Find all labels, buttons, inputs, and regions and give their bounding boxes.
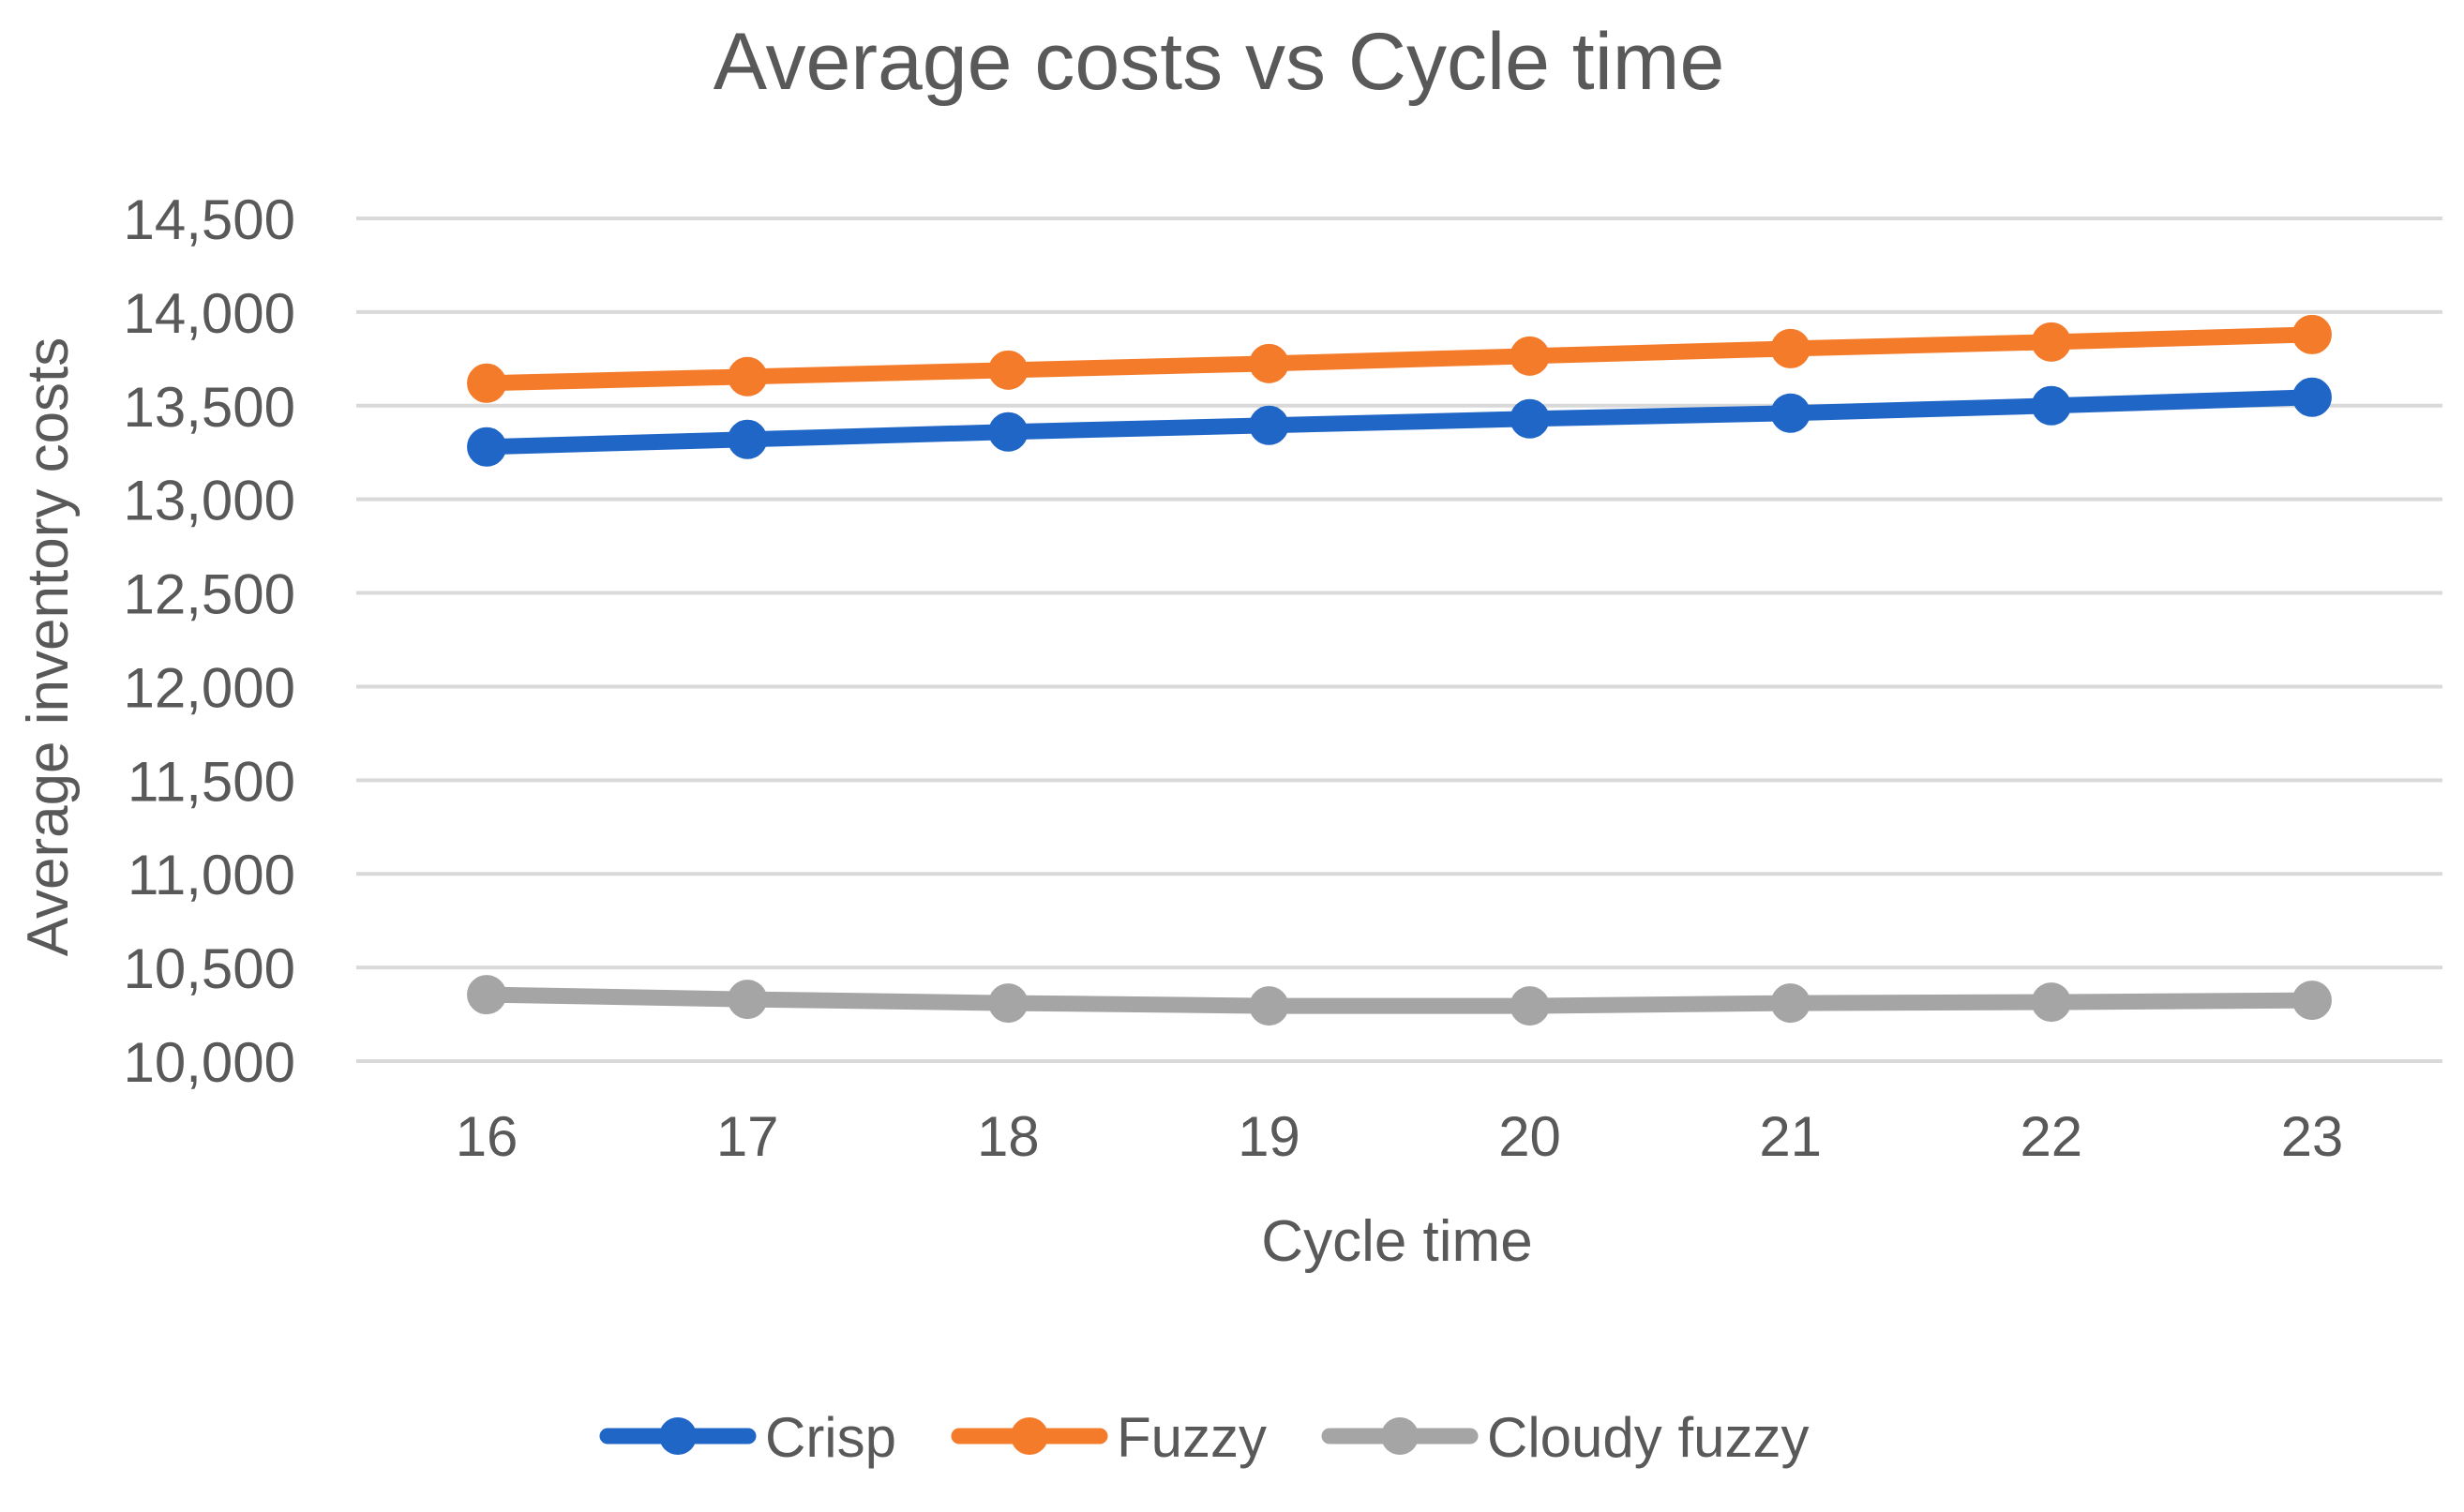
legend-item: Crisp <box>599 1406 896 1469</box>
y-tick-label: 13,000 <box>123 470 295 532</box>
data-point <box>467 427 507 467</box>
y-tick-label: 10,000 <box>123 1031 295 1094</box>
data-point <box>2031 982 2071 1023</box>
data-point <box>2291 314 2332 354</box>
legend: Crisp Fuzzy Cloudy fuzzy <box>599 1406 1809 1469</box>
data-point <box>728 356 768 397</box>
chart-title: Average costs vs Cycle time <box>714 17 1725 107</box>
series-crisp <box>467 377 2332 467</box>
legend-label: Cloudy fuzzy <box>1487 1406 1809 1469</box>
data-point <box>1249 405 1289 445</box>
x-tick-label: 20 <box>1498 1105 1561 1168</box>
y-tick-label: 11,000 <box>128 844 295 906</box>
x-axis-ticks: 16 17 18 19 20 21 22 23 <box>456 1105 2344 1168</box>
y-tick-label: 12,000 <box>123 656 295 719</box>
x-axis-label: Cycle time <box>1261 1209 1532 1274</box>
legend-item: Cloudy fuzzy <box>1321 1406 1809 1469</box>
data-point <box>2291 377 2332 417</box>
data-point <box>728 980 768 1020</box>
gridlines <box>356 217 2442 1063</box>
data-point <box>988 412 1029 452</box>
legend-label: Crisp <box>765 1406 896 1469</box>
series-line <box>478 389 2321 456</box>
y-axis-label: Average inventory costs <box>16 337 81 957</box>
data-point <box>1770 328 1810 368</box>
x-tick-label: 19 <box>1238 1105 1300 1168</box>
series-line <box>478 326 2321 392</box>
data-point <box>467 363 507 403</box>
data-point <box>467 975 507 1015</box>
legend-label: Fuzzy <box>1117 1406 1267 1469</box>
data-point <box>2031 322 2071 362</box>
data-point <box>1249 986 1289 1026</box>
x-tick-label: 18 <box>977 1105 1040 1168</box>
y-tick-label: 13,500 <box>123 376 295 439</box>
x-tick-label: 16 <box>456 1105 518 1168</box>
y-tick-label: 12,500 <box>123 563 295 626</box>
data-point <box>1510 398 1550 439</box>
legend-point-marker <box>1381 1417 1419 1455</box>
data-point <box>988 983 1029 1024</box>
data-point <box>728 419 768 459</box>
legend-point-marker <box>1011 1417 1048 1455</box>
y-tick-label: 10,500 <box>123 937 295 1000</box>
legend-item: Fuzzy <box>951 1406 1267 1469</box>
data-point <box>1249 343 1289 383</box>
x-tick-label: 22 <box>2020 1105 2082 1168</box>
legend-point-marker <box>659 1417 697 1455</box>
x-tick-label: 17 <box>716 1105 779 1168</box>
data-point <box>2291 981 2332 1021</box>
y-axis-ticks: 10,000 10,500 11,000 11,500 12,000 12,500 13,0… <box>123 188 295 1094</box>
data-point <box>1510 336 1550 376</box>
y-tick-label: 11,500 <box>128 750 295 813</box>
data-point <box>988 350 1029 390</box>
data-point <box>1510 986 1550 1026</box>
data-point <box>1770 393 1810 433</box>
series-line <box>478 986 2321 1014</box>
y-tick-label: 14,000 <box>123 282 295 345</box>
series-lines <box>467 314 2332 1026</box>
y-tick-label: 14,500 <box>123 188 295 251</box>
data-point <box>1770 983 1810 1024</box>
series-cloudy-fuzzy <box>467 975 2332 1026</box>
x-tick-label: 21 <box>1759 1105 1822 1168</box>
data-point <box>2031 385 2071 426</box>
x-tick-label: 23 <box>2281 1105 2344 1168</box>
series-fuzzy <box>467 314 2332 403</box>
